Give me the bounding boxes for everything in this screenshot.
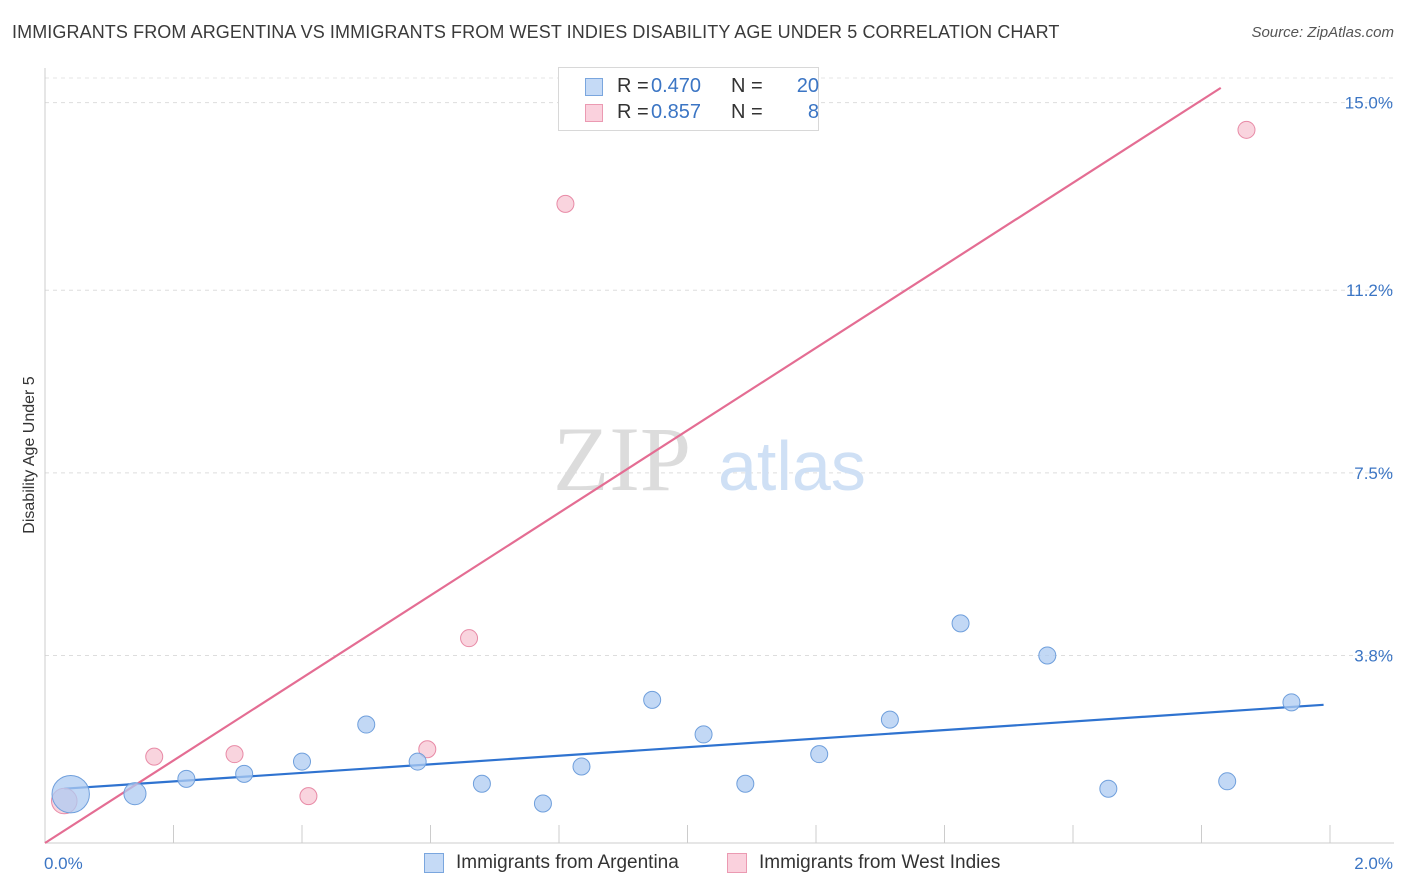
trend-line-argentina (64, 703, 1324, 790)
argentina-r-label: R = (617, 75, 649, 97)
west-indies-n-label: N = (731, 101, 763, 123)
data-point-argentina (643, 690, 662, 709)
data-point-west-indies (418, 740, 437, 759)
legend-west-indies-label: Immigrants from West Indies (759, 852, 1001, 873)
west-indies-n-value: 8 (807, 101, 819, 123)
data-point-west-indies (299, 787, 318, 806)
west-indies-r-value: 0.857 (651, 101, 702, 123)
data-point-argentina (1218, 772, 1237, 791)
data-point-argentina (1099, 779, 1118, 798)
data-point-argentina (1282, 693, 1301, 712)
argentina-swatch (585, 78, 603, 96)
data-point-argentina (736, 774, 755, 793)
data-point-argentina (951, 614, 970, 633)
data-point-west-indies (1237, 120, 1256, 139)
x-tick-label-min: 0.0% (44, 854, 83, 873)
argentina-n-value: 20 (796, 75, 819, 97)
argentina-n-label: N = (731, 75, 763, 97)
watermark-atlas: atlas (718, 427, 866, 505)
legend-argentina-swatch (424, 853, 444, 873)
source-label: Source: ZipAtlas.com (1251, 24, 1394, 41)
data-point-argentina (357, 715, 376, 734)
data-point-argentina (694, 725, 713, 744)
argentina-r-value: 0.470 (651, 75, 702, 97)
gridlines (45, 77, 1394, 656)
legend-west-indies-swatch (727, 853, 747, 873)
tick-labels: 3.8% 7.5% 11.2% 15.0% 0.0% 2.0% (44, 94, 1393, 873)
stats-legend: R = 0.470 N = 20 R = 0.857 N = 8 (558, 67, 819, 131)
watermark: ZIP atlas (553, 408, 866, 510)
trend-lines (44, 86, 1324, 844)
data-point-west-indies (460, 629, 479, 648)
x-tick-label-max: 2.0% (1354, 854, 1393, 873)
data-point-argentina (810, 745, 829, 764)
data-point-argentina (533, 794, 552, 813)
data-point-west-indies (556, 194, 575, 213)
data-point-argentina (572, 757, 591, 776)
data-point-argentina (408, 752, 427, 771)
legend-argentina-label: Immigrants from Argentina (456, 852, 679, 873)
data-point-west-indies (225, 745, 244, 764)
axes (44, 68, 1394, 844)
data-point-argentina (177, 769, 196, 788)
data-points (51, 120, 1301, 815)
data-point-argentina (293, 752, 311, 771)
data-point-west-indies (145, 747, 164, 766)
y-tick-label: 11.2% (1346, 281, 1393, 300)
data-point-argentina (880, 710, 899, 729)
west-indies-r-label: R = (617, 101, 649, 123)
data-point-argentina (472, 774, 491, 793)
data-point-argentina (123, 782, 147, 806)
data-point-argentina (51, 774, 90, 814)
y-axis-title: Disability Age Under 5 (21, 376, 38, 534)
west-indies-swatch (585, 104, 603, 122)
y-tick-label: 7.5% (1354, 464, 1393, 483)
watermark-zip: ZIP (553, 408, 691, 510)
trend-line-west-indies (44, 86, 1222, 844)
data-point-argentina (1038, 646, 1057, 665)
y-tick-label: 3.8% (1354, 646, 1393, 665)
y-tick-label: 15.0% (1345, 94, 1393, 113)
chart-title: IMMIGRANTS FROM ARGENTINA VS IMMIGRANTS … (12, 22, 1060, 42)
data-point-argentina (235, 764, 254, 783)
